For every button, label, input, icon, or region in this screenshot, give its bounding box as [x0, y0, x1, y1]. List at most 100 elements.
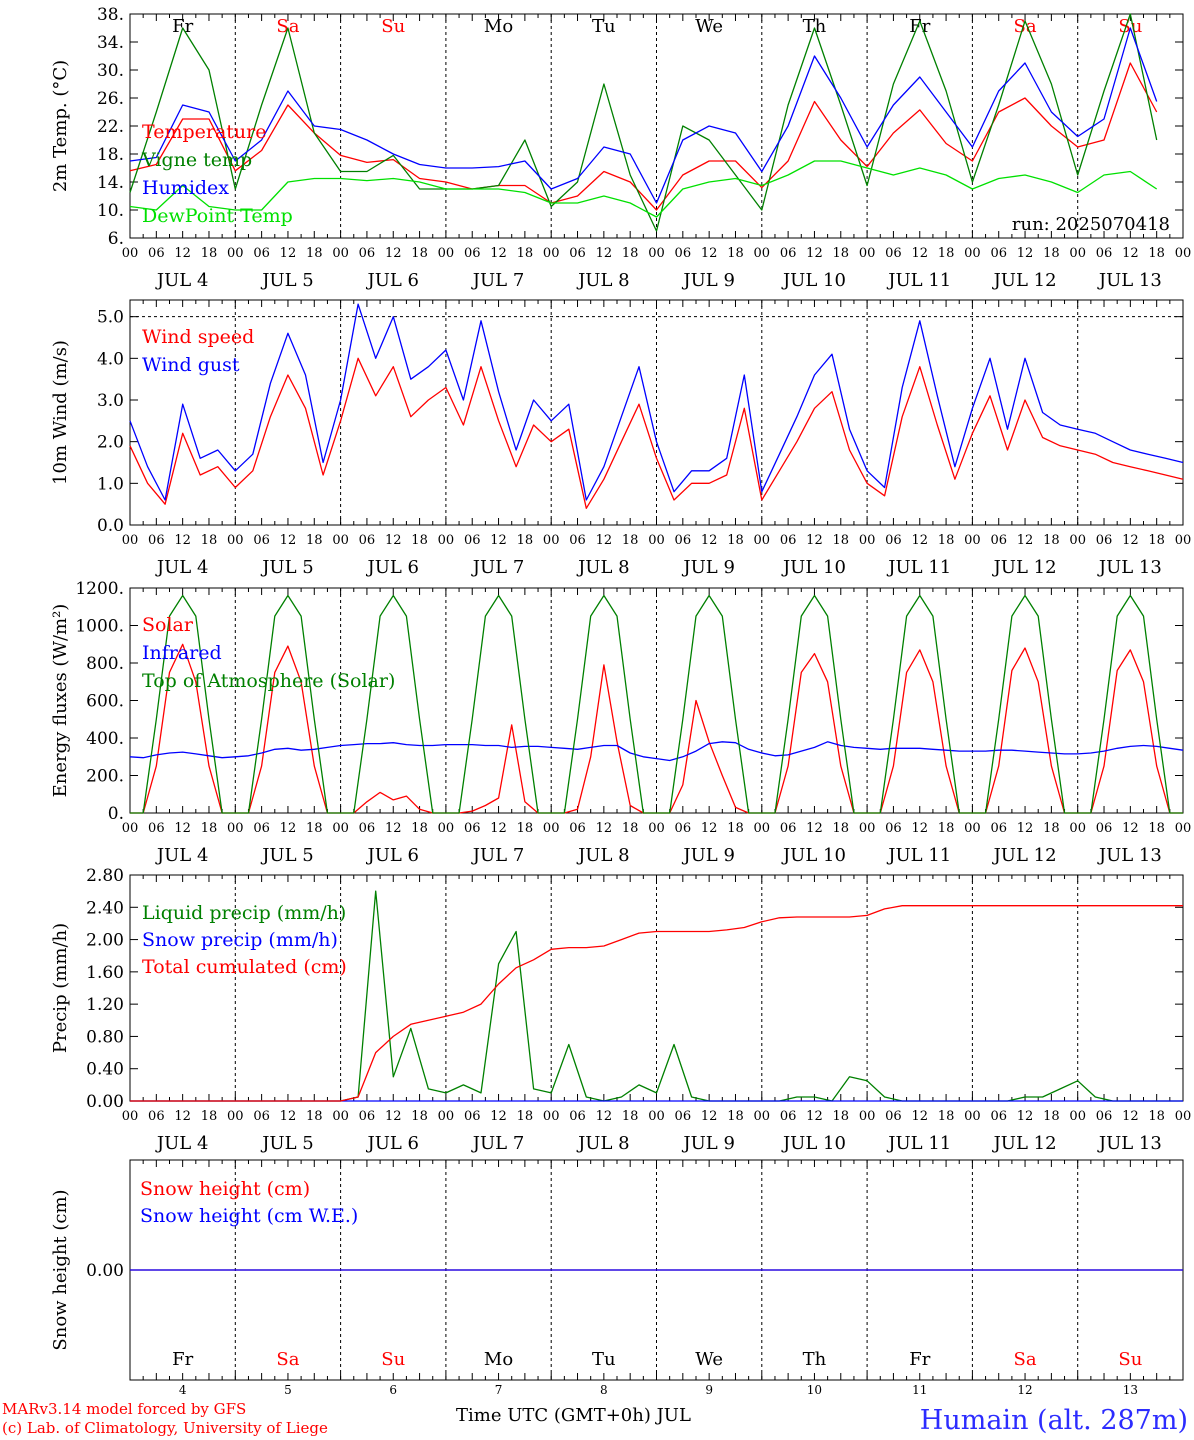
- precip-date-label: JUL 13: [1097, 1133, 1162, 1154]
- snow-legend-1: Snow height (cm W.E.): [140, 1205, 358, 1227]
- wind-hour-label: 12: [596, 533, 613, 548]
- wind-date-label: JUL 8: [576, 557, 630, 578]
- precip-hour-label: 06: [464, 1109, 481, 1124]
- energy-hour-label: 12: [701, 821, 718, 836]
- precip-hour-label: 06: [253, 1109, 270, 1124]
- wind-hour-label: 06: [780, 533, 797, 548]
- precip-date-label: JUL 11: [886, 1133, 951, 1154]
- temp-hour-label: 06: [990, 246, 1007, 261]
- wind-ytick-label: 0.0: [97, 516, 124, 536]
- energy-hour-label: 00: [1175, 821, 1192, 836]
- wind-ytick-label: 2.0: [97, 433, 124, 453]
- wind-hour-label: 00: [1175, 533, 1192, 548]
- snow-weekday-label: Tu: [592, 1349, 616, 1370]
- precip-hour-label: 12: [174, 1109, 191, 1124]
- wind-ytick-label: 3.0: [97, 391, 124, 411]
- temp-date-label: JUL 13: [1097, 270, 1162, 291]
- energy-hour-label: 00: [332, 821, 349, 836]
- energy-hour-label: 12: [490, 821, 507, 836]
- precip-hour-label: 18: [1148, 1109, 1165, 1124]
- day-number-label: 13: [1123, 1383, 1138, 1397]
- wind-date-label: JUL 13: [1097, 557, 1162, 578]
- temp-date-label: JUL 8: [576, 270, 630, 291]
- temp-hour-label: 00: [859, 246, 876, 261]
- energy-legend-0: Solar: [142, 614, 194, 636]
- snow-weekday-label: Th: [803, 1349, 827, 1370]
- temp-date-label: JUL 6: [365, 270, 419, 291]
- temp-weekday-label: Tu: [592, 16, 616, 37]
- station-name: Humain (alt. 287m): [919, 1405, 1188, 1436]
- snow-weekday-label: Su: [1118, 1349, 1142, 1370]
- precip-hour-label: 00: [1069, 1109, 1086, 1124]
- energy-hour-label: 12: [911, 821, 928, 836]
- precip-legend-1: Snow precip (mm/h): [142, 929, 338, 951]
- wind-date-label: JUL 5: [260, 557, 314, 578]
- energy-hour-label: 12: [280, 821, 297, 836]
- precip-legend-2: Total cumulated (cm): [142, 956, 347, 978]
- day-number-label: 5: [284, 1383, 292, 1397]
- precip-hour-label: 18: [938, 1109, 955, 1124]
- energy-legend-1: Infrared: [142, 642, 222, 664]
- precip-ytick-label: 0.80: [86, 1027, 124, 1047]
- temp-hour-label: 18: [1148, 246, 1165, 261]
- temp-legend-3: DewPoint Temp: [142, 205, 293, 227]
- precip-hour-label: 00: [438, 1109, 455, 1124]
- wind-hour-label: 00: [543, 533, 560, 548]
- wind-hour-label: 12: [701, 533, 718, 548]
- wind-hour-label: 12: [174, 533, 191, 548]
- wind-hour-label: 18: [306, 533, 323, 548]
- lab-credit: (c) Lab. of Climatology, University of L…: [2, 1419, 328, 1437]
- temp-hour-label: 06: [675, 246, 692, 261]
- temp-series-2-line: [129, 27, 1158, 204]
- temp-ytick-label: 38.: [97, 5, 124, 25]
- precip-ytick-label: 1.20: [86, 995, 124, 1015]
- precip-ytick-label: 2.00: [86, 931, 124, 951]
- precip-hour-label: 18: [833, 1109, 850, 1124]
- energy-date-label: JUL 12: [992, 845, 1057, 866]
- wind-hour-label: 12: [490, 533, 507, 548]
- energy-hour-label: 18: [201, 821, 218, 836]
- energy-ylabel: Energy fluxes (W/m²): [50, 604, 71, 798]
- energy-hour-label: 00: [543, 821, 560, 836]
- precip-hour-label: 18: [1043, 1109, 1060, 1124]
- energy-hour-label: 18: [727, 821, 744, 836]
- wind-hour-label: 18: [727, 533, 744, 548]
- precip-hour-label: 12: [911, 1109, 928, 1124]
- wind-hour-label: 18: [1043, 533, 1060, 548]
- energy-date-label: JUL 5: [260, 845, 314, 866]
- temp-hour-label: 00: [964, 246, 981, 261]
- temp-hour-label: 12: [490, 246, 507, 261]
- temp-ylabel: 2m Temp. (°C): [50, 60, 71, 192]
- wind-hour-label: 06: [569, 533, 586, 548]
- precip-ylabel: Precip (mm/h): [50, 923, 71, 1053]
- wind-hour-label: 06: [675, 533, 692, 548]
- energy-hour-label: 18: [833, 821, 850, 836]
- energy-ytick-label: 800.: [86, 654, 124, 674]
- wind-date-label: JUL 12: [992, 557, 1057, 578]
- temp-hour-label: 00: [1175, 246, 1192, 261]
- energy-hour-label: 00: [964, 821, 981, 836]
- precip-ytick-label: 1.60: [86, 963, 124, 983]
- precip-ytick-label: 2.80: [86, 866, 124, 886]
- temp-ytick-label: 6.: [108, 229, 124, 249]
- energy-hour-label: 00: [1069, 821, 1086, 836]
- wind-hour-label: 12: [911, 533, 928, 548]
- temp-hour-label: 18: [517, 246, 534, 261]
- wind-hour-label: 00: [1069, 533, 1086, 548]
- temp-legend-1: Vigne temp: [141, 149, 252, 171]
- energy-hour-label: 18: [938, 821, 955, 836]
- precip-hour-label: 18: [306, 1109, 323, 1124]
- precip-date-label: JUL 6: [365, 1133, 419, 1154]
- temp-hour-label: 06: [1096, 246, 1113, 261]
- energy-ytick-label: 1200.: [75, 579, 124, 599]
- wind-hour-label: 12: [385, 533, 402, 548]
- wind-date-label: JUL 7: [471, 557, 525, 578]
- precip-hour-label: 00: [859, 1109, 876, 1124]
- temp-date-label: JUL 5: [260, 270, 314, 291]
- energy-series-1-line: [129, 741, 1184, 762]
- temp-weekday-label: Th: [803, 16, 827, 37]
- energy-hour-label: 06: [148, 821, 165, 836]
- precip-hour-label: 12: [1122, 1109, 1139, 1124]
- energy-ytick-label: 1000.: [75, 617, 124, 637]
- precip-hour-label: 00: [648, 1109, 665, 1124]
